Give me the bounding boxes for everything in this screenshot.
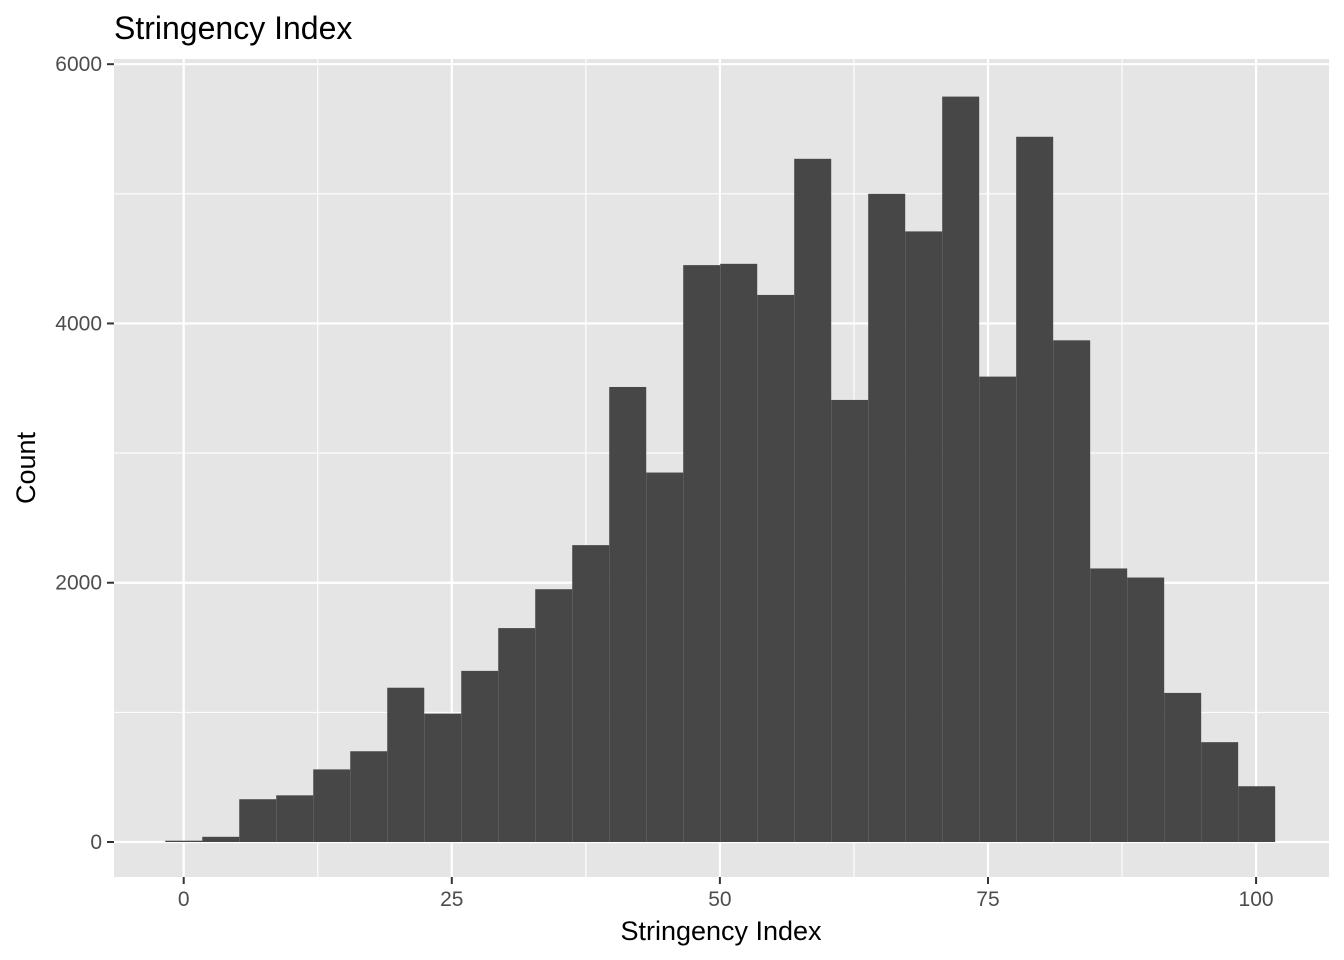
y-tick-label: 0: [90, 831, 102, 854]
y-tick-label: 4000: [55, 312, 102, 335]
x-tick-label: 75: [976, 888, 999, 911]
y-axis-title: Count: [11, 431, 41, 504]
histogram-bar: [1238, 786, 1276, 842]
histogram-bar: [535, 589, 573, 842]
y-tick-label: 6000: [55, 53, 102, 76]
histogram-bar: [313, 769, 351, 842]
axes: 0 25 50 75 100 0 2000 4000 6000: [55, 53, 1273, 911]
histogram-bar: [387, 687, 425, 842]
histogram-bar: [720, 263, 758, 842]
histogram-bar: [1164, 692, 1202, 842]
histogram-bar: [942, 96, 980, 842]
histogram-bar: [683, 265, 721, 842]
histogram-bar: [424, 713, 462, 842]
histogram-bar: [1090, 568, 1128, 842]
histogram-bar: [1053, 340, 1091, 842]
histogram-bar: [979, 376, 1017, 842]
x-tick-label: 25: [440, 888, 463, 911]
histogram-bar: [757, 294, 795, 842]
x-tick-label: 100: [1239, 888, 1274, 911]
x-tick-label: 0: [178, 888, 190, 911]
chart-title: Stringency Index: [114, 10, 352, 46]
histogram-bar: [646, 472, 684, 842]
histogram-bar: [276, 795, 314, 842]
histogram-bar: [794, 158, 832, 842]
histogram-bar: [498, 628, 536, 842]
y-tick-label: 2000: [55, 572, 102, 595]
histogram-bar: [1016, 136, 1054, 842]
histogram-bar: [1127, 577, 1165, 842]
histogram-bar: [572, 545, 610, 842]
histogram-bar: [239, 799, 277, 842]
histogram-bar: [202, 836, 240, 842]
histogram-bar: [461, 670, 499, 842]
histogram-bar: [609, 386, 647, 842]
histogram-bars: [165, 96, 1276, 842]
histogram-bar: [868, 193, 906, 842]
histogram-bar: [350, 751, 388, 842]
histogram-bar: [1201, 742, 1239, 842]
histogram-bar: [165, 840, 203, 842]
x-axis-title: Stringency Index: [620, 916, 822, 946]
x-tick-label: 50: [708, 888, 731, 911]
histogram-bar: [905, 231, 943, 842]
histogram-bar: [831, 399, 869, 842]
